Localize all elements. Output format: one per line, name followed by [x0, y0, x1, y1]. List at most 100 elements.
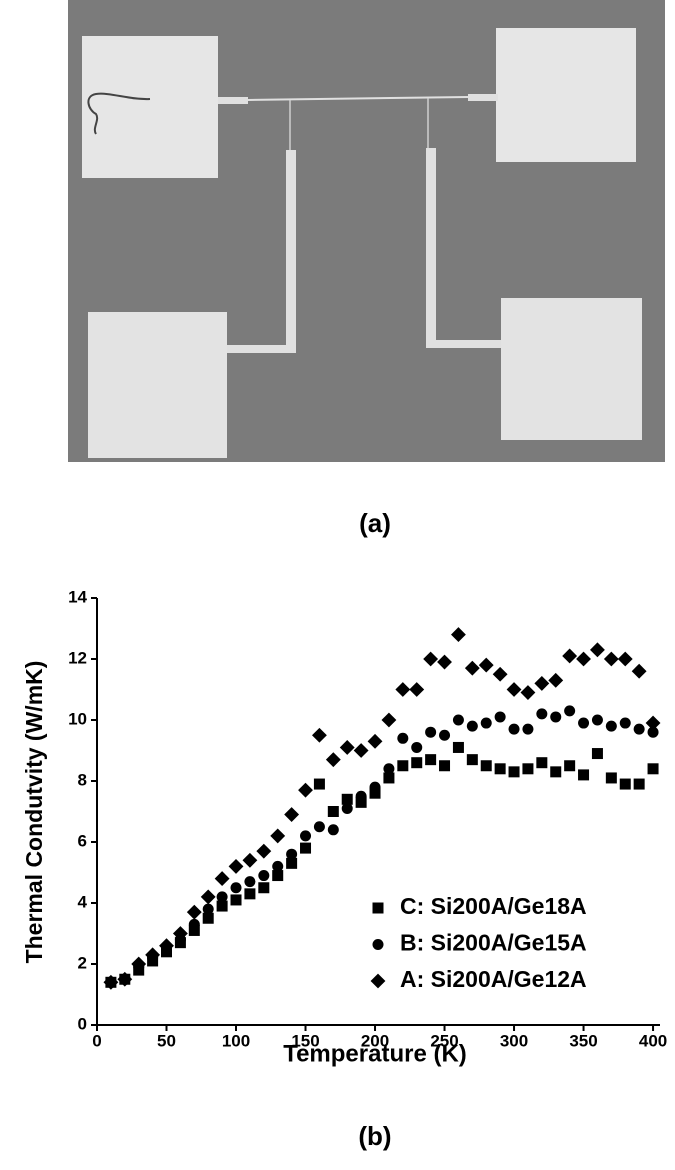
marker-square	[578, 769, 590, 781]
marker-diamond	[103, 974, 119, 990]
x-tick-label: 300	[500, 1031, 528, 1050]
marker-square	[564, 760, 576, 772]
marker-circle	[564, 705, 576, 717]
device-photo	[68, 0, 665, 462]
marker-circle	[202, 903, 214, 915]
y-tick-label: 6	[78, 831, 87, 850]
marker-diamond	[256, 843, 272, 859]
marker-circle	[578, 717, 590, 729]
marker-square	[272, 870, 284, 882]
marker-diamond	[548, 672, 564, 688]
marker-square	[369, 787, 381, 799]
marker-square	[397, 760, 409, 772]
marker-circle	[411, 741, 423, 753]
y-axis-title: Thermal Condutvity (W/mK)	[21, 661, 47, 964]
marker-diamond	[228, 858, 244, 874]
marker-square	[202, 912, 214, 924]
marker-square	[327, 806, 339, 817]
marker-square	[425, 754, 437, 766]
marker-diamond	[381, 712, 397, 728]
marker-circle	[605, 720, 617, 732]
marker-square	[536, 757, 548, 769]
y-tick-label: 12	[68, 648, 87, 667]
marker-diamond	[367, 733, 383, 749]
marker-diamond	[353, 743, 369, 758]
marker-diamond	[631, 663, 647, 679]
marker-circle	[372, 939, 384, 950]
y-tick-label: 0	[78, 1014, 87, 1033]
marker-square	[216, 900, 228, 912]
marker-diamond	[186, 904, 202, 920]
marker-square	[550, 766, 562, 778]
marker-diamond	[311, 727, 327, 743]
y-tick-label: 14	[68, 587, 87, 606]
marker-diamond	[145, 947, 161, 963]
marker-square	[244, 888, 256, 900]
marker-diamond	[617, 651, 633, 667]
marker-circle	[327, 824, 339, 836]
marker-circle	[369, 781, 381, 793]
marker-square	[494, 763, 506, 775]
marker-square	[439, 760, 451, 772]
marker-square	[286, 857, 298, 869]
y-tick-label: 4	[78, 892, 88, 911]
marker-square	[188, 924, 200, 936]
marker-diamond	[214, 871, 230, 887]
marker-square	[619, 778, 631, 790]
marker-circle	[425, 726, 437, 738]
marker-diamond	[576, 651, 591, 667]
marker-diamond	[464, 660, 480, 676]
marker-square	[383, 772, 395, 784]
marker-circle	[355, 790, 367, 802]
marker-circle	[550, 711, 562, 723]
marker-circle	[439, 729, 451, 741]
marker-square	[605, 772, 617, 784]
marker-square	[480, 760, 492, 772]
marker-circle	[536, 708, 548, 720]
x-tick-label: 200	[361, 1031, 389, 1050]
marker-diamond	[270, 828, 286, 844]
x-tick-label: 0	[92, 1031, 101, 1050]
marker-circle	[300, 830, 312, 842]
marker-square	[258, 882, 270, 894]
marker-diamond	[603, 651, 619, 667]
marker-circle	[313, 821, 325, 833]
marker-diamond	[325, 752, 341, 768]
marker-diamond	[298, 782, 313, 798]
x-tick-label: 250	[430, 1031, 458, 1050]
marker-diamond	[395, 682, 411, 697]
marker-diamond	[437, 654, 452, 670]
marker-diamond	[423, 651, 439, 667]
marker-circle	[633, 723, 645, 735]
legend-label: C: Si200A/Ge18A	[400, 893, 587, 919]
marker-circle	[286, 848, 298, 860]
marker-circle	[341, 802, 353, 814]
marker-square	[522, 763, 534, 775]
marker-diamond	[409, 682, 425, 697]
marker-square	[466, 754, 478, 766]
marker-circle	[647, 726, 659, 738]
marker-diamond	[242, 852, 258, 868]
marker-square	[372, 902, 384, 914]
marker-square	[508, 766, 520, 778]
marker-square	[313, 778, 325, 790]
marker-square	[355, 796, 367, 808]
marker-square	[300, 842, 312, 854]
marker-circle	[244, 876, 256, 888]
marker-diamond	[117, 971, 133, 987]
marker-circle	[591, 714, 603, 726]
marker-circle	[619, 717, 631, 729]
x-axis-title: Temperature (K)	[283, 1040, 467, 1067]
y-tick-label: 8	[78, 770, 87, 789]
marker-diamond	[451, 627, 466, 643]
marker-diamond	[534, 675, 550, 691]
marker-square	[341, 793, 353, 805]
marker-circle	[466, 720, 478, 732]
marker-square	[411, 757, 423, 769]
marker-circle	[258, 870, 270, 882]
marker-circle	[397, 732, 409, 744]
marker-diamond	[478, 657, 494, 673]
y-tick-label: 10	[68, 709, 87, 728]
marker-diamond	[172, 926, 188, 941]
